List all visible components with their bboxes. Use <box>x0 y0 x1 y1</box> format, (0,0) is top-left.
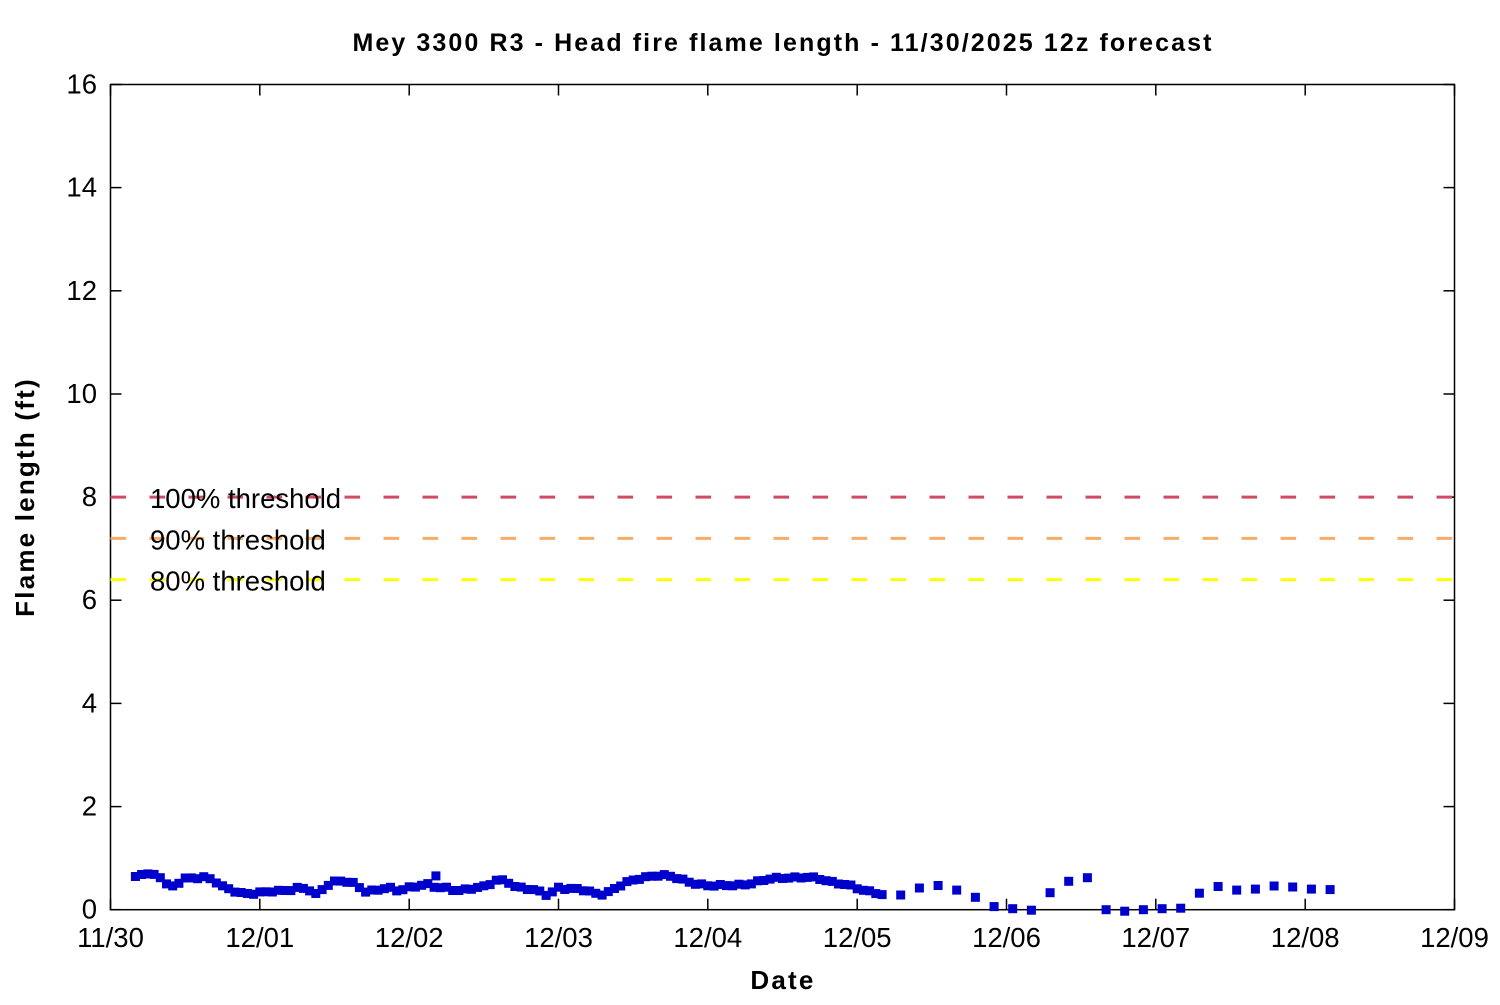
svg-text:80% threshold: 80% threshold <box>150 566 326 597</box>
svg-text:4: 4 <box>82 687 97 718</box>
svg-text:2: 2 <box>82 791 97 822</box>
svg-text:12/04: 12/04 <box>673 922 742 953</box>
svg-text:12/05: 12/05 <box>823 922 892 953</box>
svg-text:12/01: 12/01 <box>225 922 294 953</box>
svg-text:Flame length (ft): Flame length (ft) <box>10 377 40 617</box>
svg-text:12/07: 12/07 <box>1121 922 1190 953</box>
svg-text:12/09: 12/09 <box>1420 922 1489 953</box>
svg-text:100% threshold: 100% threshold <box>150 483 341 514</box>
svg-text:12/06: 12/06 <box>972 922 1041 953</box>
svg-text:8: 8 <box>82 481 97 512</box>
svg-text:12/08: 12/08 <box>1271 922 1340 953</box>
svg-text:11/30: 11/30 <box>77 922 144 953</box>
svg-text:12: 12 <box>66 275 97 306</box>
svg-text:14: 14 <box>66 172 97 203</box>
svg-text:12/02: 12/02 <box>375 922 444 953</box>
svg-text:10: 10 <box>66 378 97 409</box>
svg-text:Mey 3300 R3 - Head fire flame: Mey 3300 R3 - Head fire flame length - 1… <box>352 29 1213 57</box>
svg-text:16: 16 <box>66 69 97 100</box>
svg-text:0: 0 <box>82 894 97 925</box>
svg-text:Date: Date <box>750 965 815 995</box>
svg-text:6: 6 <box>82 584 97 615</box>
svg-text:90% threshold: 90% threshold <box>150 524 326 555</box>
svg-text:12/03: 12/03 <box>524 922 593 953</box>
